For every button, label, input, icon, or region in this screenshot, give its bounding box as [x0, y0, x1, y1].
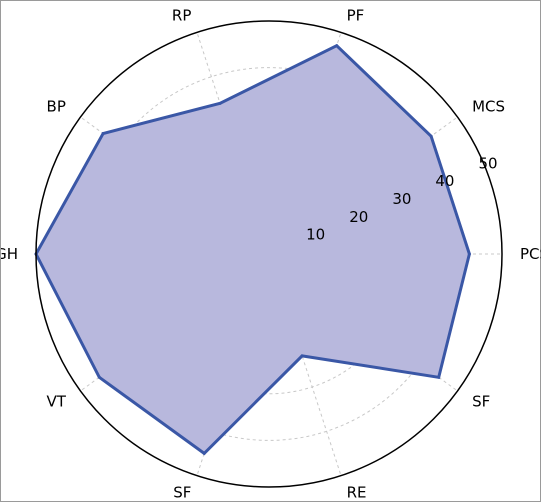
data-point-vt-6 [97, 375, 101, 379]
category-label-sf-9: SF [472, 393, 490, 411]
category-labels: PCS MCS PF RP BP GH VT SF RE SF [1, 6, 541, 501]
data-point-sf-9 [437, 375, 441, 379]
data-point-pcs-0 [467, 252, 471, 256]
data-point-pf-2 [335, 44, 339, 48]
category-label-sf-7: SF [173, 484, 191, 502]
category-label-gh-5: GH [1, 245, 18, 263]
tick-label-50: 50 [478, 154, 497, 172]
tick-label-30: 30 [392, 190, 411, 208]
data-point-re-8 [300, 354, 304, 358]
tick-label-20: 20 [349, 208, 368, 226]
data-layer [34, 43, 471, 456]
tick-label-10: 10 [306, 226, 325, 244]
radial-tick-labels: 10 20 30 40 50 [306, 154, 497, 243]
category-label-bp-4: BP [47, 98, 66, 116]
category-label-re-8: RE [347, 484, 367, 502]
category-label-pf-2: PF [347, 6, 365, 24]
category-label-rp-3: RP [172, 6, 191, 24]
data-point-rp-3 [218, 101, 222, 105]
data-point-mcs-1 [429, 134, 433, 138]
series-area [36, 45, 470, 454]
category-label-vt-6: VT [46, 393, 66, 411]
tick-label-40: 40 [435, 172, 454, 190]
data-point-bp-4 [101, 131, 105, 135]
category-label-pcs-0: PCS [520, 245, 541, 263]
category-label-mcs-1: MCS [472, 98, 505, 116]
data-point-sf-7 [202, 451, 206, 455]
outer-circle [35, 20, 503, 488]
